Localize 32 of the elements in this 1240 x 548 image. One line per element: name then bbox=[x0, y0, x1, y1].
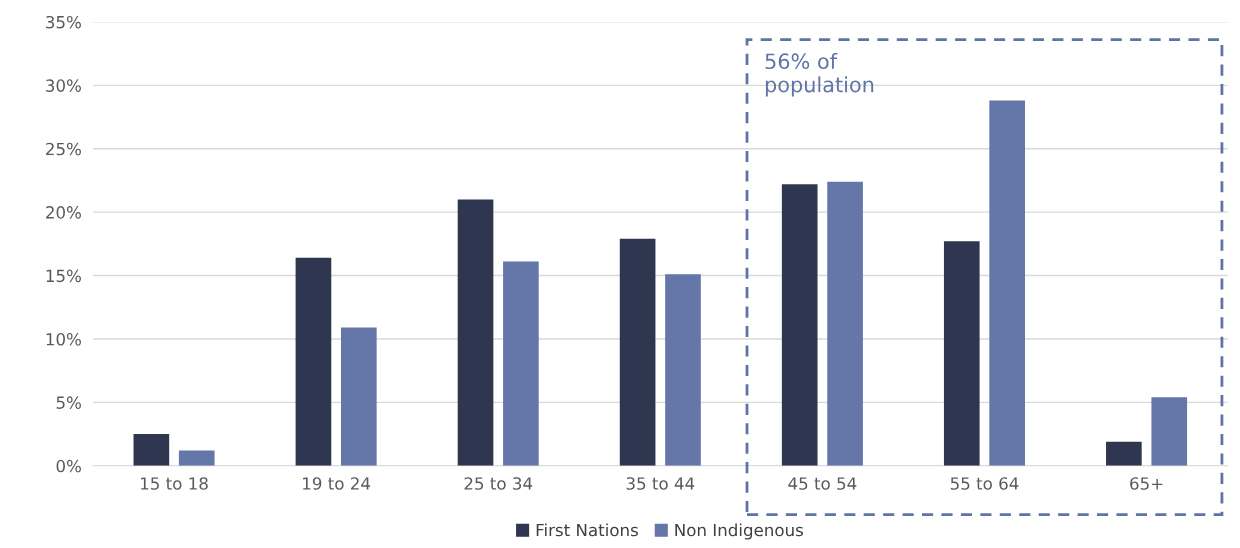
legend-label: Non Indigenous bbox=[675, 523, 804, 540]
bar bbox=[665, 274, 701, 466]
bar bbox=[827, 181, 863, 466]
bar bbox=[989, 100, 1025, 466]
x-tick-label: 35 to 44 bbox=[626, 477, 695, 490]
bar bbox=[503, 261, 539, 466]
bar bbox=[133, 434, 170, 466]
bar bbox=[781, 184, 818, 466]
legend-label: First Nations bbox=[536, 523, 638, 537]
y-tick-label: 35% bbox=[46, 15, 81, 29]
y-tick-label: 20% bbox=[46, 206, 81, 219]
bar bbox=[295, 257, 332, 466]
y-tick-label: 10% bbox=[46, 332, 81, 346]
bar bbox=[457, 199, 494, 466]
bar bbox=[1151, 397, 1188, 466]
x-tick-label: 19 to 24 bbox=[303, 477, 371, 490]
x-tick-label: 65+ bbox=[1130, 477, 1163, 490]
x-tick-label: 55 to 64 bbox=[950, 477, 1019, 490]
y-tick-label: 5% bbox=[56, 396, 81, 409]
bar bbox=[1106, 441, 1142, 466]
y-tick-label: 0% bbox=[56, 459, 81, 473]
x-tick-label: 25 to 34 bbox=[464, 477, 533, 490]
y-tick-label: 30% bbox=[46, 79, 81, 92]
y-tick-label: 25% bbox=[46, 142, 81, 156]
x-tick-label: 45 to 54 bbox=[788, 477, 857, 490]
x-tick-label: 15 to 18 bbox=[141, 477, 208, 490]
bar bbox=[178, 450, 215, 466]
annotation: 56% of population bbox=[765, 52, 874, 97]
y-tick-label: 15% bbox=[46, 269, 81, 283]
bar bbox=[340, 327, 377, 466]
bar bbox=[619, 238, 656, 466]
bar bbox=[943, 241, 980, 466]
